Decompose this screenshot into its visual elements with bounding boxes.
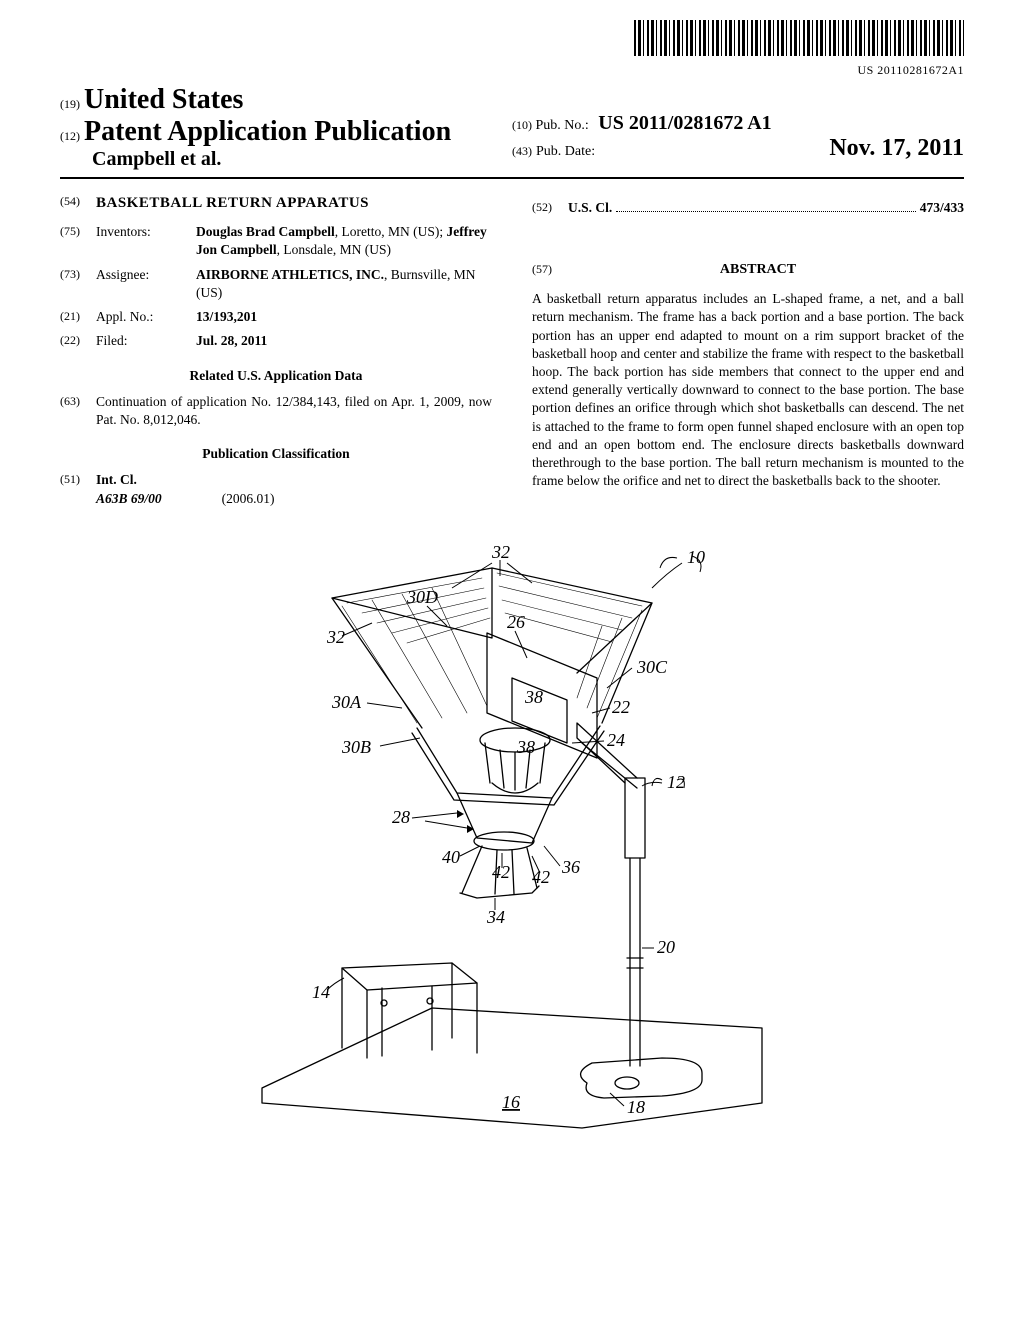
fig-label-42b: 42 — [532, 867, 550, 887]
figure-area: 10 32 32 30D 26 30C 22 24 30A — [60, 528, 964, 1153]
pubdate-label: Pub. Date: — [536, 144, 595, 160]
fig-label-22: 22 — [612, 697, 630, 717]
fig-label-18: 18 — [627, 1097, 645, 1117]
right-column: (52) U.S. Cl. 473/433 (57) ABSTRACT A ba… — [532, 193, 964, 508]
fig-label-32b: 32 — [326, 627, 345, 647]
inventors-value: Douglas Brad Campbell, Loretto, MN (US);… — [196, 223, 492, 259]
authors: Campbell et al. — [92, 148, 512, 171]
uscl-line: U.S. Cl. 473/433 — [568, 199, 964, 217]
pub-type-line: (12) Patent Application Publication — [60, 116, 512, 148]
filed-code: (22) — [60, 332, 96, 348]
fig-label-32a: 32 — [491, 542, 510, 562]
pubdate-code: (43) — [512, 144, 532, 159]
intcl-value-row: A63B 69/00 (2006.01) — [96, 490, 492, 508]
fig-label-36: 36 — [561, 857, 580, 877]
header-left: (19) United States (12) Patent Applicati… — [60, 84, 512, 171]
applno-value: 13/193,201 — [196, 308, 492, 326]
inventors-label: Inventors: — [96, 223, 196, 241]
related-heading: Related U.S. Application Data — [60, 367, 492, 385]
intcl-year: (2006.01) — [222, 490, 275, 508]
pub-type: Patent Application Publication — [84, 116, 451, 147]
fig-label-24: 24 — [607, 730, 625, 750]
intcl-code: (51) — [60, 471, 96, 487]
left-column: (54) BASKETBALL RETURN APPARATUS (75) In… — [60, 193, 492, 508]
fig-label-42a: 42 — [492, 862, 510, 882]
filed-date: Jul. 28, 2011 — [196, 333, 267, 348]
header: (19) United States (12) Patent Applicati… — [60, 84, 964, 171]
inventors-code: (75) — [60, 223, 96, 239]
uscl-value: 473/433 — [920, 199, 964, 217]
title-row: (54) BASKETBALL RETURN APPARATUS — [60, 193, 492, 213]
intcl-label: Int. Cl. — [96, 471, 137, 489]
continuation-code: (63) — [60, 393, 96, 409]
bibliographic-columns: (54) BASKETBALL RETURN APPARATUS (75) In… — [60, 193, 964, 508]
fig-label-30C: 30C — [636, 657, 668, 677]
filed-label: Filed: — [96, 332, 196, 350]
fig-label-30A: 30A — [331, 692, 362, 712]
uscl-row: (52) U.S. Cl. 473/433 — [532, 199, 964, 217]
assignee-value: AIRBORNE ATHLETICS, INC., Burnsville, MN… — [196, 266, 492, 302]
abstract-header: (57) ABSTRACT — [532, 247, 964, 290]
country-line: (19) United States — [60, 84, 512, 116]
fig-label-26: 26 — [507, 612, 525, 632]
continuation-row: (63) Continuation of application No. 12/… — [60, 393, 492, 429]
pub-type-code: (12) — [60, 129, 80, 143]
filed-value: Jul. 28, 2011 — [196, 332, 492, 350]
fig-label-38b: 38 — [516, 737, 535, 757]
uscl-code: (52) — [532, 199, 568, 215]
pubnum: US 2011/0281672 A1 — [598, 112, 771, 134]
country-code: (19) — [60, 97, 80, 111]
barcode — [634, 20, 964, 56]
pubdate-row: (43) Pub. Date: Nov. 17, 2011 — [512, 135, 964, 162]
pubnum-row: (10) Pub. No.: US 2011/0281672 A1 — [512, 112, 964, 135]
patent-figure: 10 32 32 30D 26 30C 22 24 30A — [232, 528, 792, 1148]
inventors-row: (75) Inventors: Douglas Brad Campbell, L… — [60, 223, 492, 259]
barcode-area: US 20110281672A1 — [60, 20, 964, 78]
applno-row: (21) Appl. No.: 13/193,201 — [60, 308, 492, 326]
abstract-code: (57) — [532, 261, 552, 277]
intcl-row: (51) Int. Cl. — [60, 471, 492, 489]
fig-label-14: 14 — [312, 982, 330, 1002]
assignee-row: (73) Assignee: AIRBORNE ATHLETICS, INC.,… — [60, 266, 492, 302]
barcode-number: US 20110281672A1 — [60, 63, 964, 78]
country: United States — [84, 84, 243, 115]
fig-label-10: 10 — [687, 547, 705, 567]
fig-label-16: 16 — [502, 1092, 520, 1112]
fig-label-30D: 30D — [406, 587, 438, 607]
header-right: (10) Pub. No.: US 2011/0281672 A1 (43) P… — [512, 84, 964, 162]
uscl-dots — [616, 210, 915, 212]
pubdate: Nov. 17, 2011 — [829, 135, 964, 162]
abstract-text: A basketball return apparatus includes a… — [532, 290, 964, 490]
intcl-label-text: Int. Cl. — [96, 472, 137, 487]
invention-title: BASKETBALL RETURN APPARATUS — [96, 193, 369, 213]
pubnum-code: (10) — [512, 118, 532, 132]
assignee-label: Assignee: — [96, 266, 196, 284]
header-rule — [60, 177, 964, 179]
assignee-code: (73) — [60, 266, 96, 282]
fig-label-12: 12 — [667, 772, 685, 792]
continuation-text: Continuation of application No. 12/384,1… — [96, 393, 492, 429]
filed-row: (22) Filed: Jul. 28, 2011 — [60, 332, 492, 350]
fig-label-38a: 38 — [524, 687, 543, 707]
applno-number: 13/193,201 — [196, 309, 257, 324]
classification-heading: Publication Classification — [60, 445, 492, 463]
abstract-heading: ABSTRACT — [552, 261, 964, 280]
applno-code: (21) — [60, 308, 96, 324]
uscl-label: U.S. Cl. — [568, 199, 612, 217]
fig-label-40: 40 — [442, 847, 460, 867]
pubnum-label: Pub. No.: — [536, 118, 589, 133]
applno-label: Appl. No.: — [96, 308, 196, 326]
intcl-class: A63B 69/00 — [96, 490, 162, 508]
fig-label-20: 20 — [657, 937, 675, 957]
title-code: (54) — [60, 193, 96, 213]
patent-page: US 20110281672A1 (19) United States (12)… — [0, 0, 1024, 1193]
fig-label-28: 28 — [392, 807, 410, 827]
fig-label-30B: 30B — [341, 737, 371, 757]
